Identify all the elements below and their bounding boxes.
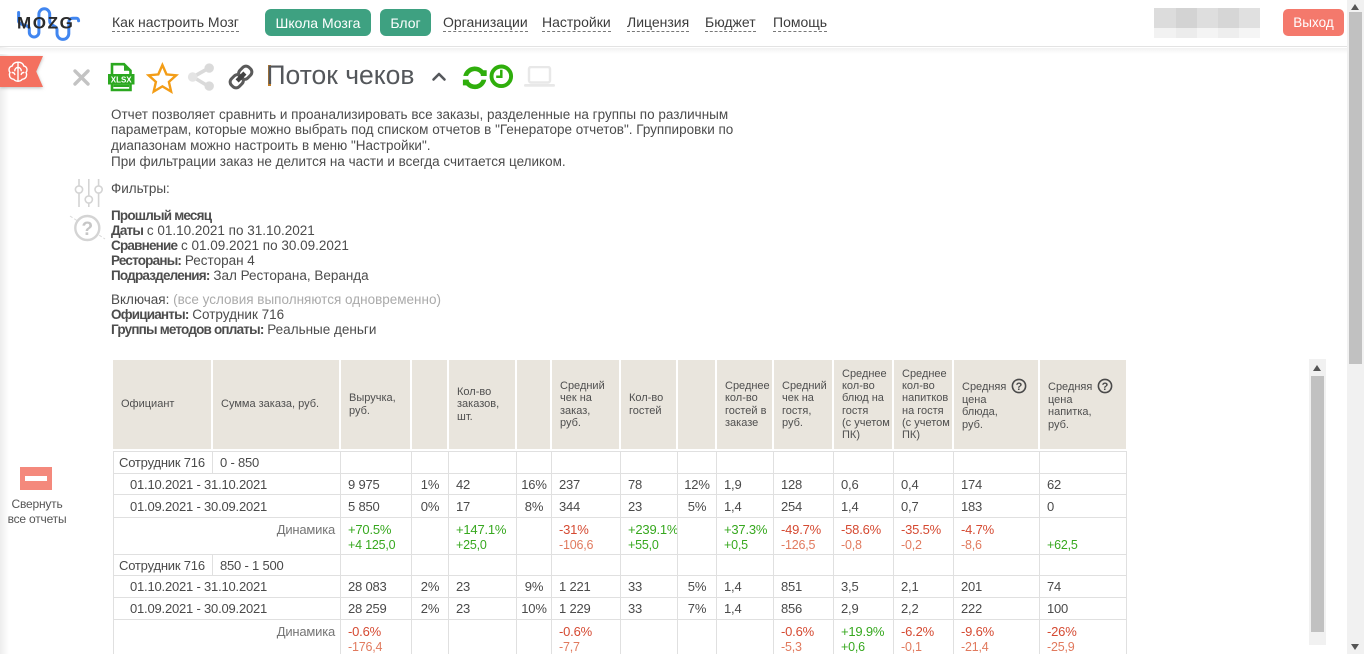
svg-text:?: ? [81,219,93,240]
svg-text:?: ? [1016,381,1023,393]
svg-text:MOZG: MOZG [17,14,74,33]
svg-text:?: ? [1102,381,1109,393]
svg-text:XLSX: XLSX [111,75,133,84]
